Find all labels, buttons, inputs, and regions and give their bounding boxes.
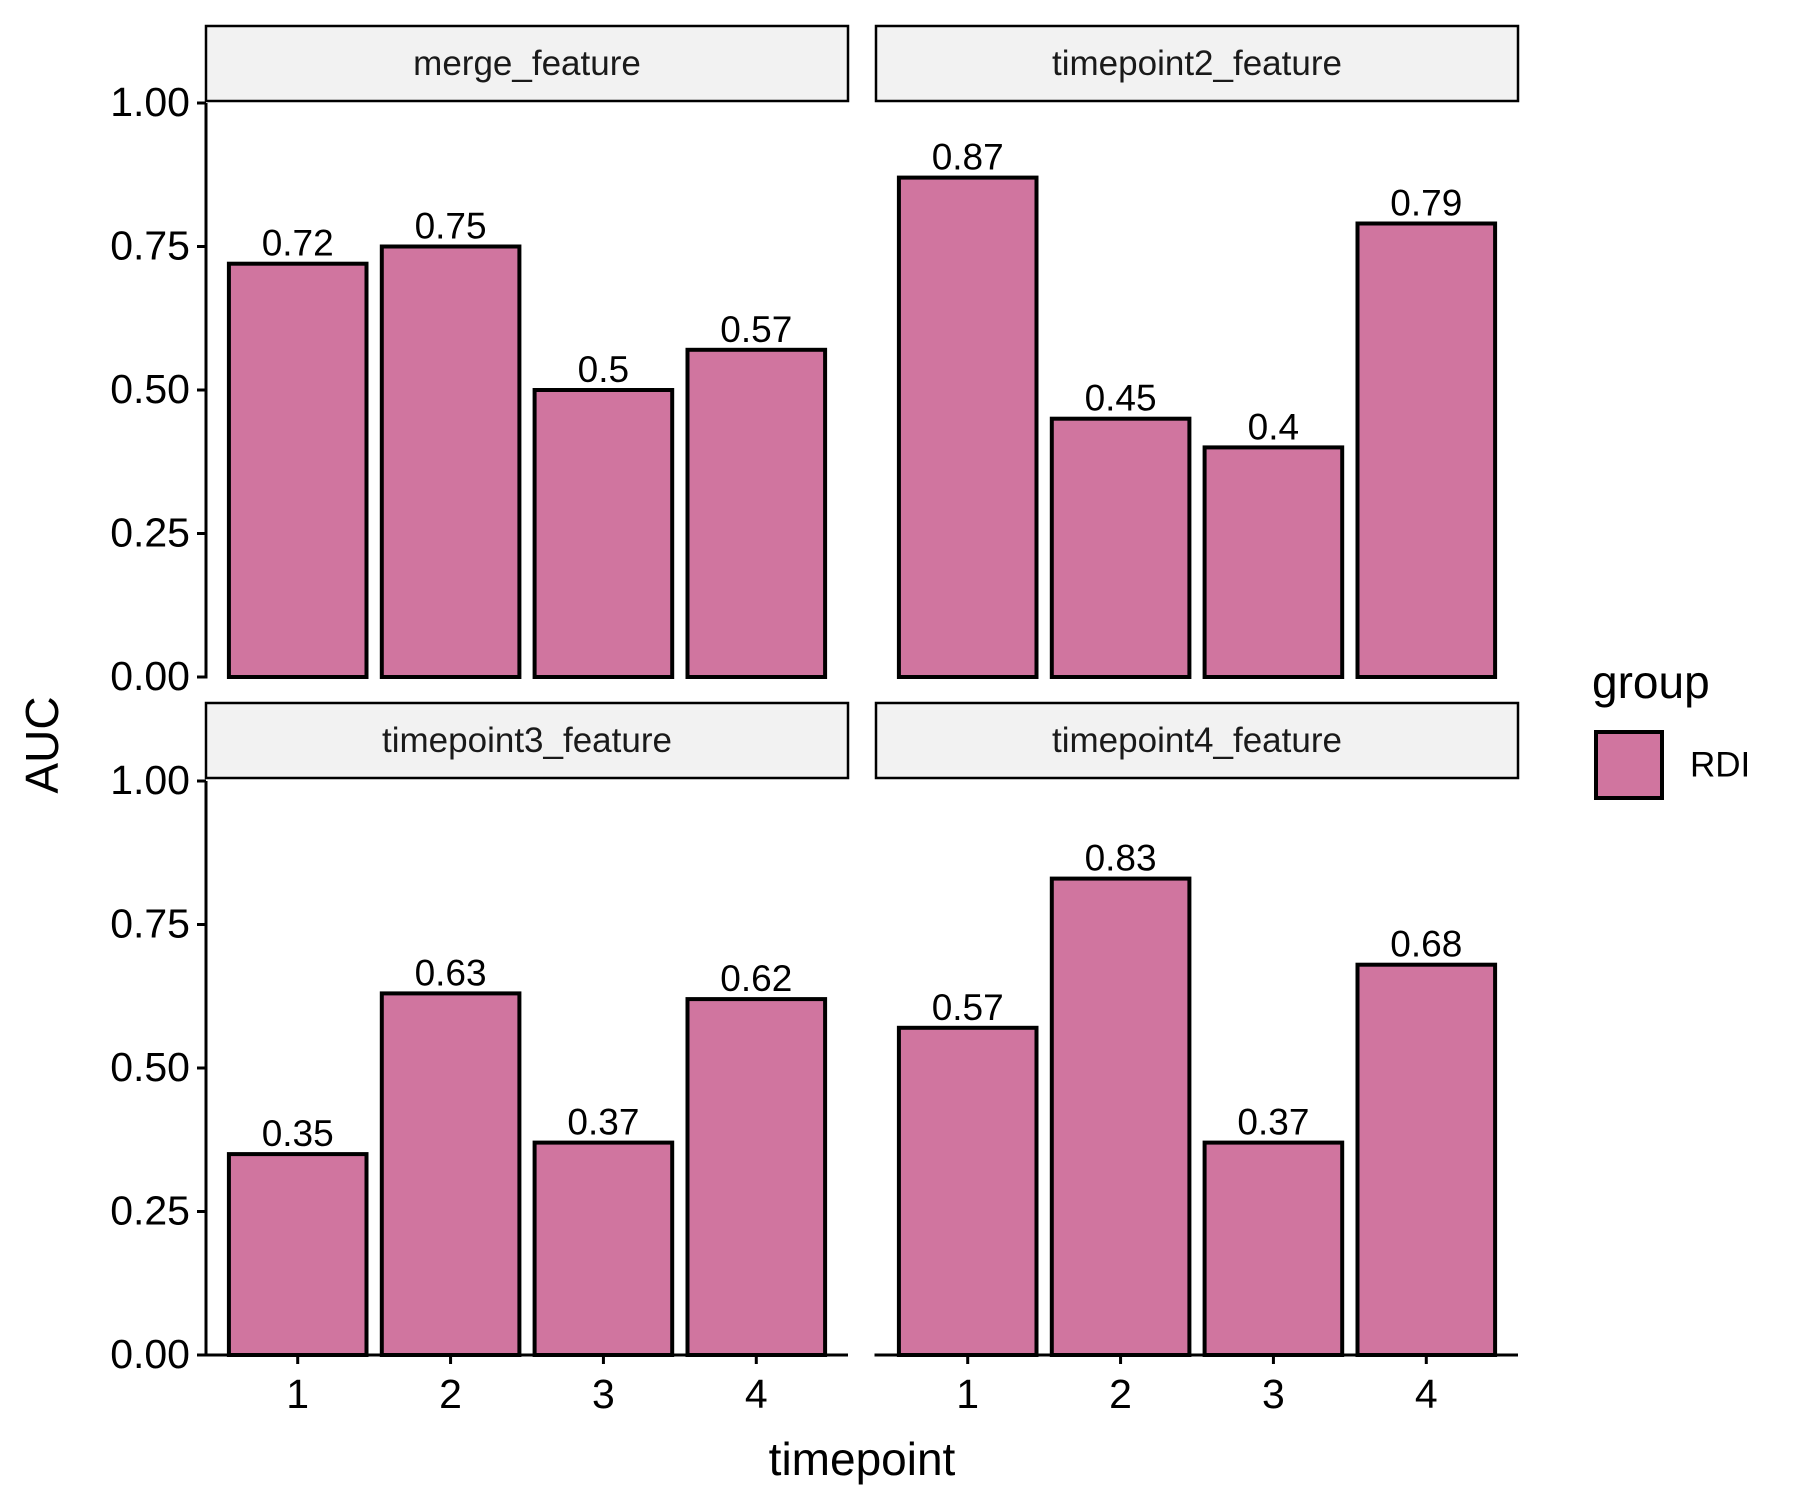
x-axis: 1 2 3 4 [204, 1353, 848, 1417]
facet-panel-2: timepoint2_feature 0.87 0.45 0.4 0.79 [874, 24, 1520, 679]
facet-strip [204, 24, 850, 103]
bar [532, 1140, 675, 1357]
bar-value-label: 0.62 [720, 958, 792, 999]
x-tick-label: 2 [1109, 1371, 1132, 1417]
bar-value-label: 0.57 [932, 987, 1004, 1028]
bar [532, 388, 675, 679]
legend: group RDI [1592, 656, 1750, 800]
y-tick-label: 0.00 [110, 1331, 190, 1377]
bar [1355, 221, 1498, 679]
x-axis: 1 2 3 4 [874, 1353, 1518, 1417]
bar [1049, 876, 1192, 1357]
facet-panel-3: timepoint3_feature 0.35 0.63 0.37 0.62 [204, 701, 850, 1358]
bar [226, 261, 369, 679]
y-tick-label: 0.25 [110, 509, 190, 555]
x-tick-label: 3 [592, 1371, 615, 1417]
bar-value-label: 0.75 [415, 206, 487, 247]
x-tick-label: 2 [439, 1371, 462, 1417]
facet-strip-title: merge_feature [413, 44, 641, 83]
bar [379, 991, 522, 1358]
bar [685, 997, 828, 1357]
y-axis: 0.00 0.25 0.50 0.75 1.00 [110, 757, 208, 1377]
y-tick-label: 0.50 [110, 1044, 190, 1090]
bar-value-label: 0.79 [1390, 183, 1462, 224]
x-tick-label: 1 [286, 1371, 309, 1417]
bar [1049, 416, 1192, 679]
bar-value-label: 0.57 [720, 309, 792, 350]
bar-value-label: 0.37 [567, 1102, 639, 1143]
axes-layer: 0.00 0.25 0.50 0.75 1.00 0.00 0.25 0.50 0.75 1.00… [110, 79, 1518, 1417]
bar [1202, 1140, 1345, 1357]
bar [226, 1152, 369, 1357]
y-axis-title: AUC [16, 696, 68, 793]
facet-strip [874, 24, 1520, 103]
facet-panel-1: merge_feature 0.72 0.75 0.5 0.57 [204, 24, 850, 679]
bar-value-label: 0.72 [262, 223, 334, 264]
facet-strip [874, 701, 1520, 780]
bar [896, 175, 1039, 679]
bar-value-label: 0.83 [1085, 838, 1157, 879]
bar [1355, 962, 1498, 1357]
facet-strip-title: timepoint3_feature [382, 721, 672, 760]
y-tick-label: 0.75 [110, 222, 190, 268]
x-tick-label: 4 [745, 1371, 768, 1417]
bar-value-label: 0.35 [262, 1113, 334, 1154]
y-axis: 0.00 0.25 0.50 0.75 1.00 [110, 79, 208, 699]
bar-value-label: 0.87 [932, 137, 1004, 178]
bar-value-label: 0.68 [1390, 924, 1462, 965]
y-tick-label: 0.25 [110, 1187, 190, 1233]
x-axis-title: timepoint [769, 1433, 956, 1485]
legend-key-rdi [1594, 730, 1664, 800]
x-tick-label: 3 [1262, 1371, 1285, 1417]
x-tick-label: 4 [1415, 1371, 1438, 1417]
bar [1202, 445, 1345, 679]
legend-title: group [1592, 656, 1710, 708]
facets-layer: merge_feature 0.72 0.75 0.5 0.57 timepoint2_f… [204, 24, 1520, 1358]
legend-label-rdi: RDI [1690, 745, 1750, 784]
bar-value-label: 0.45 [1085, 378, 1157, 419]
bar [896, 1025, 1039, 1358]
bar-value-label: 0.63 [415, 952, 487, 993]
y-tick-label: 1.00 [110, 757, 190, 803]
y-tick-label: 0.00 [110, 653, 190, 699]
bar [379, 244, 522, 679]
x-tick-label: 1 [956, 1371, 979, 1417]
facet-strip [204, 701, 850, 780]
y-tick-label: 0.50 [110, 366, 190, 412]
y-tick-label: 1.00 [110, 79, 190, 125]
bar-value-label: 0.5 [578, 349, 629, 390]
facet-panel-4: timepoint4_feature 0.57 0.83 0.37 0.68 [874, 701, 1520, 1358]
bar-value-label: 0.37 [1237, 1102, 1309, 1143]
bar-value-label: 0.4 [1248, 406, 1299, 447]
facet-strip-title: timepoint2_feature [1052, 44, 1342, 83]
facet-strip-title: timepoint4_feature [1052, 721, 1342, 760]
y-tick-label: 0.75 [110, 900, 190, 946]
bar [685, 347, 828, 679]
